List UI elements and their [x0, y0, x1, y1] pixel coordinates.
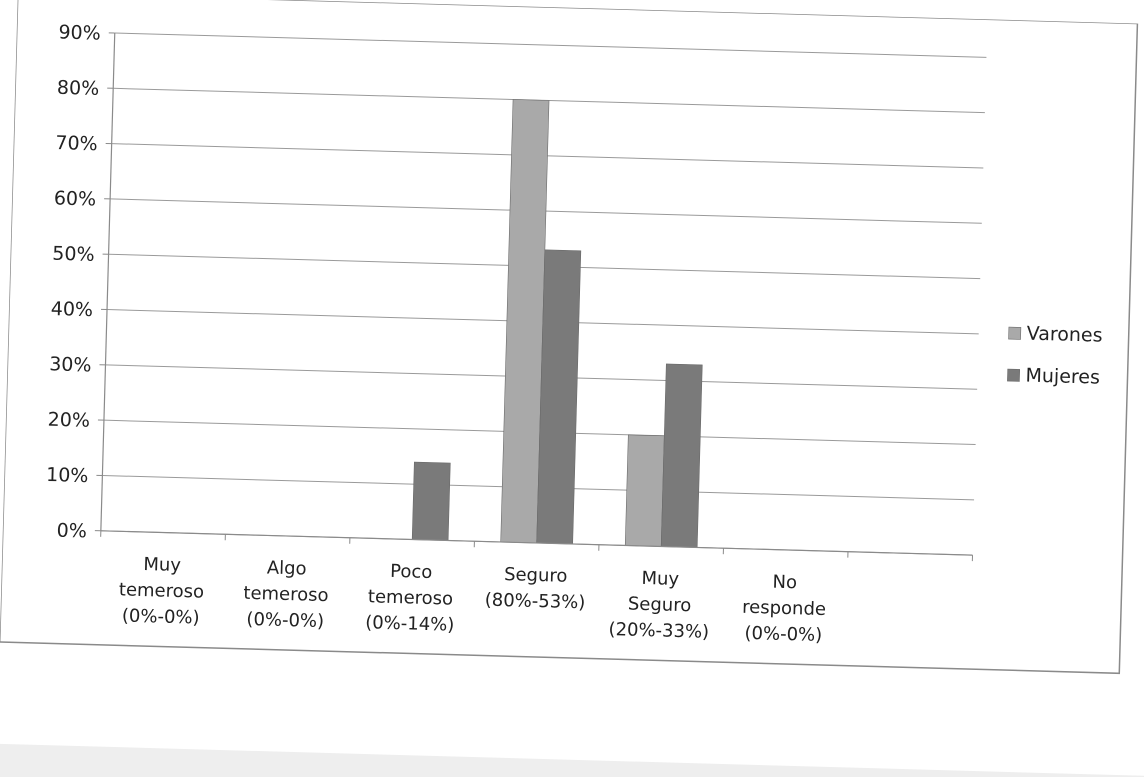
- y-tick-label: 60%: [54, 187, 97, 210]
- category-label-line: temeroso: [243, 583, 329, 606]
- category-label-line: No: [772, 572, 797, 594]
- category-label-line: (0%-0%): [246, 609, 324, 632]
- category-label-line: Seguro: [504, 564, 568, 587]
- chart-container: 0% 10% 20% 30% 40% 50% 60% 70% 80% 90% Muy temeros…: [0, 0, 1144, 714]
- category-label-line: Seguro: [628, 594, 692, 617]
- category-label-line: responde: [742, 597, 826, 620]
- bar-mujeres-2: [412, 462, 450, 540]
- y-tick-label: 70%: [55, 132, 98, 155]
- category-label-line: Muy: [641, 568, 680, 590]
- category-label-line: temeroso: [119, 579, 205, 602]
- category-label-line: Muy: [143, 554, 182, 576]
- legend-label-varones: Varones: [1026, 323, 1102, 347]
- legend-label-mujeres: Mujeres: [1025, 365, 1100, 389]
- bar-chart: 0% 10% 20% 30% 40% 50% 60% 70% 80% 90% Muy temeros…: [0, 0, 1144, 714]
- y-tick-label: 10%: [46, 464, 89, 487]
- y-tick-label: 0%: [56, 520, 87, 543]
- legend-swatch-varones: [1009, 327, 1021, 339]
- y-tick-label: 40%: [50, 298, 93, 321]
- bar-mujeres-4: [661, 364, 702, 548]
- category-label-line: (0%-14%): [365, 612, 455, 635]
- y-tick-label: 90%: [58, 21, 101, 44]
- y-tick-label: 80%: [57, 77, 100, 100]
- y-tick-label: 20%: [47, 409, 90, 432]
- category-label-line: Poco: [390, 561, 433, 583]
- y-tick-label: 50%: [52, 243, 95, 266]
- scanned-page: 0% 10% 20% 30% 40% 50% 60% 70% 80% 90% Muy temeros…: [0, 0, 1144, 702]
- category-label-line: temeroso: [368, 586, 454, 609]
- y-tick-label: 30%: [49, 353, 92, 376]
- category-label-line: (20%-33%): [608, 619, 709, 643]
- bar-varones-4: [625, 435, 664, 547]
- category-label-line: Algo: [267, 557, 307, 579]
- category-label-line: (0%-0%): [744, 623, 822, 646]
- category-label-line: (0%-0%): [122, 605, 200, 628]
- legend-swatch-mujeres: [1007, 369, 1019, 381]
- category-label-line: (80%-53%): [484, 590, 585, 614]
